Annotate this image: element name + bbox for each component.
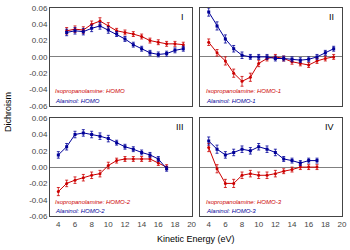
- svg-text:0.02: 0.02: [32, 147, 48, 156]
- svg-text:Isopropanolamine: HOMO-2: Isopropanolamine: HOMO-2: [55, 199, 131, 205]
- svg-text:0.04: 0.04: [32, 20, 48, 29]
- svg-text:0.06: 0.06: [32, 4, 48, 13]
- svg-text:8: 8: [240, 220, 245, 229]
- svg-text:-0.02: -0.02: [29, 69, 48, 78]
- svg-text:II: II: [329, 12, 334, 22]
- svg-text:Isopropanolamine: HOMO-1: Isopropanolamine: HOMO-1: [206, 88, 281, 94]
- svg-text:Kinetic Energy (eV): Kinetic Energy (eV): [157, 234, 235, 244]
- svg-text:6: 6: [73, 220, 78, 229]
- svg-text:20: 20: [338, 220, 347, 229]
- svg-text:IV: IV: [325, 122, 334, 132]
- svg-text:Isopropanolamine: HOMO-3: Isopropanolamine: HOMO-3: [206, 199, 282, 205]
- svg-text:0.04: 0.04: [32, 130, 48, 139]
- svg-text:-0.02: -0.02: [29, 179, 48, 188]
- svg-text:Alaninol: HOMO: Alaninol: HOMO: [55, 98, 100, 104]
- svg-text:16: 16: [304, 220, 313, 229]
- svg-text:14: 14: [137, 220, 146, 229]
- svg-text:4: 4: [56, 220, 61, 229]
- svg-text:4: 4: [206, 220, 211, 229]
- svg-text:0.06: 0.06: [32, 114, 48, 123]
- svg-text:Dichroism: Dichroism: [3, 92, 13, 132]
- svg-text:0.00: 0.00: [32, 53, 48, 62]
- svg-text:III: III: [176, 122, 184, 132]
- svg-text:-0.04: -0.04: [29, 196, 48, 205]
- svg-text:Alaninol: HOMO-1: Alaninol: HOMO-1: [206, 98, 256, 104]
- svg-text:0.00: 0.00: [32, 163, 48, 172]
- svg-text:16: 16: [154, 220, 163, 229]
- svg-text:18: 18: [321, 220, 330, 229]
- svg-text:10: 10: [104, 220, 113, 229]
- svg-text:12: 12: [271, 220, 280, 229]
- svg-text:Isopropanolamine: HOMO: Isopropanolamine: HOMO: [55, 88, 125, 94]
- svg-text:20: 20: [187, 220, 196, 229]
- svg-text:14: 14: [288, 220, 297, 229]
- svg-text:8: 8: [89, 220, 94, 229]
- svg-text:-0.06: -0.06: [29, 102, 48, 111]
- svg-text:Alaninol: HOMO-3: Alaninol: HOMO-3: [206, 208, 256, 214]
- svg-text:10: 10: [254, 220, 263, 229]
- svg-text:18: 18: [171, 220, 180, 229]
- svg-text:12: 12: [121, 220, 130, 229]
- svg-text:-0.06: -0.06: [29, 212, 48, 221]
- svg-text:0.02: 0.02: [32, 36, 48, 45]
- svg-text:-0.04: -0.04: [29, 85, 48, 94]
- svg-text:I: I: [181, 12, 184, 22]
- svg-text:Alaninol: HOMO-2: Alaninol: HOMO-2: [55, 208, 105, 214]
- svg-text:6: 6: [223, 220, 228, 229]
